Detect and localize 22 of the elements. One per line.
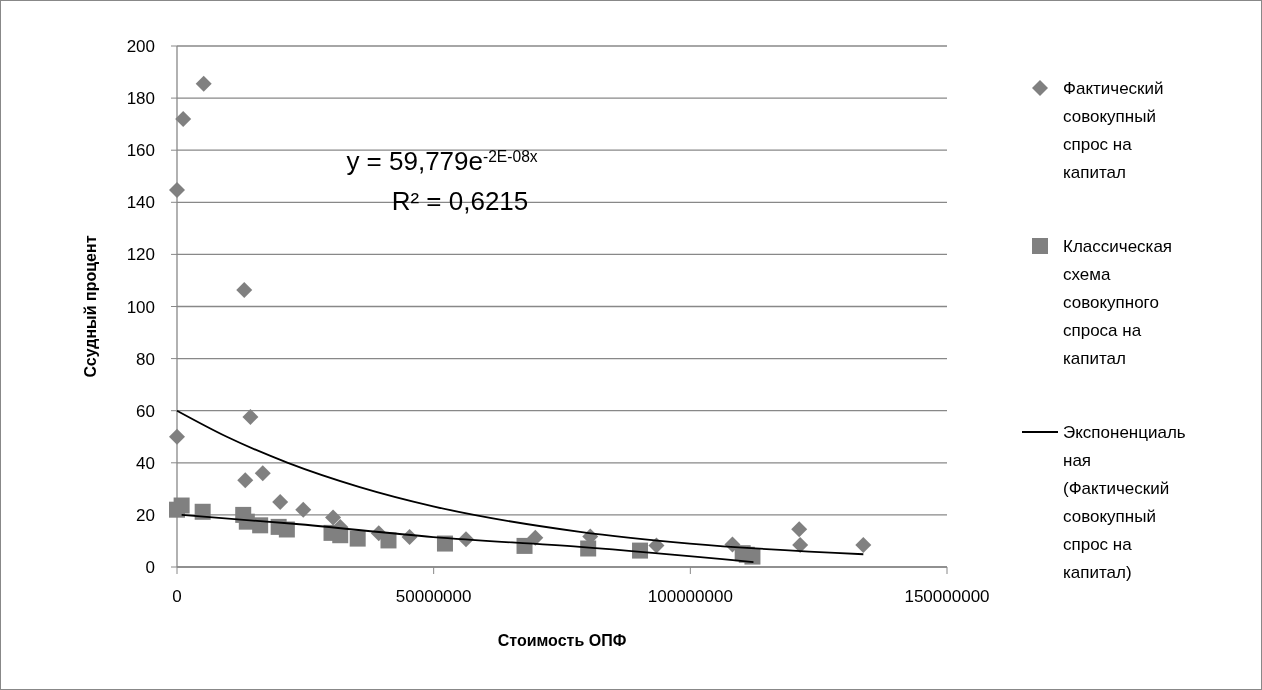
legend-label: Экспоненциальная (Фактический совокупный спрос на капитал) xyxy=(1063,423,1186,582)
y-tick-label: 120 xyxy=(126,245,155,265)
y-tick-label: 0 xyxy=(145,558,155,577)
annotation: y = 59,779e$^{-2E-08x}$ xyxy=(346,146,538,176)
y-tick-label: 140 xyxy=(126,193,155,213)
y-tick-label: 80 xyxy=(136,349,155,369)
y-tick-label: 60 xyxy=(136,401,155,421)
x-axis-title: Стоимость ОПФ xyxy=(497,632,627,649)
x-tick-label: 0 xyxy=(172,587,182,606)
annotation: R² = 0,6215 xyxy=(391,186,529,216)
y-tick-label: 100 xyxy=(126,297,155,317)
legend-label: Фактический совокупный спрос на капитал xyxy=(1063,79,1164,182)
x-tick-label: 150000000 xyxy=(904,587,990,606)
y-tick-label: 200 xyxy=(126,37,155,56)
y-axis-title: Ссудный процент xyxy=(82,235,99,378)
y-tick-label: 180 xyxy=(126,89,155,109)
x-tick-label: 50000000 xyxy=(395,587,472,606)
y-tick-label: 160 xyxy=(126,141,155,161)
legend-label: Классическая схема совокупного спроса на капитал xyxy=(1063,237,1173,368)
y-tick-label: 20 xyxy=(136,505,155,525)
y-tick-label: 40 xyxy=(136,453,155,473)
x-tick-label: 100000000 xyxy=(647,587,733,606)
